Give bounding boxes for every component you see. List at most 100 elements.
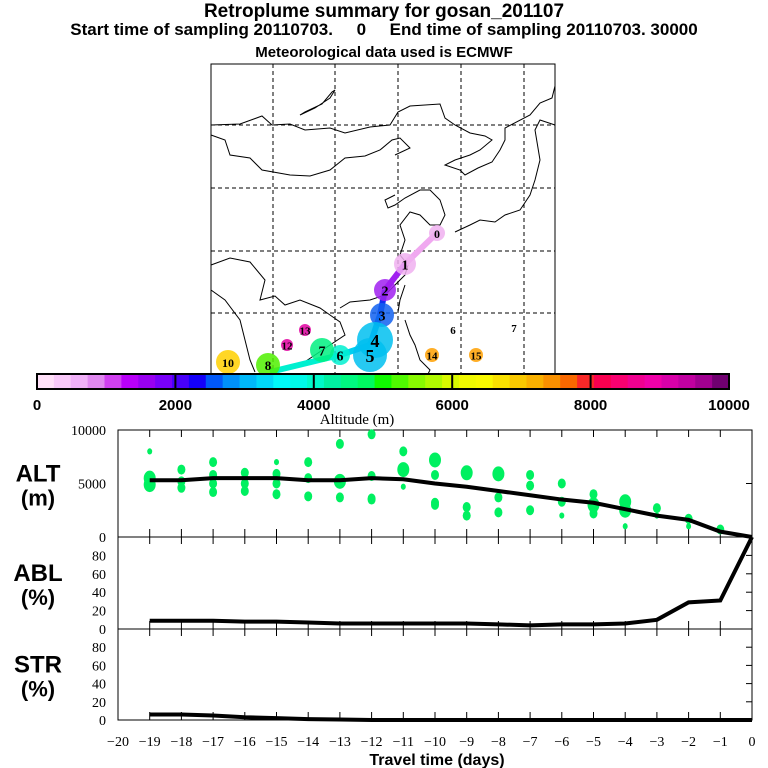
- x-tick-label: −6: [554, 735, 569, 750]
- plume-label-day-5: 5: [366, 346, 375, 366]
- colorbar-title: Altitude (m): [320, 412, 395, 428]
- cluster-point: [686, 523, 692, 530]
- colorbar-swatch: [205, 374, 224, 389]
- y-tick-label: 10000: [71, 424, 106, 439]
- y-tick-label: 20: [92, 696, 106, 711]
- plume-label-day-7: 7: [319, 345, 326, 360]
- border-mongolia-china: [210, 134, 411, 177]
- cluster-point: [431, 469, 439, 480]
- colorbar-swatch: [239, 374, 257, 389]
- plume-label-day-12: 12: [282, 340, 294, 352]
- colorbar-swatch: [661, 374, 679, 389]
- colorbar-swatch: [188, 374, 207, 389]
- cluster-point: [559, 512, 565, 519]
- plume-cluster-day-8: [256, 353, 280, 377]
- cluster-point: [589, 489, 598, 500]
- colorbar-tick-label: 10000: [708, 397, 750, 414]
- mean-altitude-line: [149, 476, 753, 539]
- cluster-point: [209, 478, 218, 489]
- cluster-point: [462, 510, 471, 521]
- cluster-point: [304, 457, 313, 468]
- time-series-panels: 0500010000ALT(m)020406080ABL(%)020406080…: [13, 424, 755, 768]
- y-tick-label: 80: [92, 641, 106, 656]
- y-tick-label: 40: [92, 678, 106, 693]
- colorbar-swatch: [408, 374, 426, 389]
- y-tick-label: 0: [99, 531, 106, 546]
- cluster-point: [335, 438, 344, 449]
- colorbar-swatch: [425, 374, 443, 389]
- y-axis-label: (m): [21, 486, 55, 511]
- colorbar-swatch: [37, 374, 55, 389]
- x-tick-label: −14: [297, 735, 319, 750]
- sampling-time-subtitle: Start time of sampling 20110703. 0 End t…: [70, 20, 698, 39]
- coast-burma: [210, 289, 256, 373]
- colorbar-swatch: [357, 374, 376, 389]
- coast-taiwan: [397, 284, 406, 313]
- cluster-point: [492, 466, 505, 482]
- plume-label-day-8: 8: [265, 358, 272, 373]
- x-tick-label: −10: [424, 735, 446, 750]
- cluster-point: [652, 503, 661, 514]
- plume-label-day-0: 0: [434, 227, 440, 241]
- y-tick-label: 60: [92, 659, 106, 674]
- coast-indochina: [210, 257, 346, 371]
- x-tick-label: −15: [266, 735, 288, 750]
- cluster-point: [557, 478, 566, 489]
- cluster-point: [400, 483, 406, 490]
- colorbar-swatch: [273, 374, 291, 389]
- colorbar-tick-label: 6000: [436, 397, 469, 414]
- cluster-point: [589, 508, 598, 519]
- cluster-point: [240, 485, 249, 496]
- colorbar-swatch: [138, 374, 156, 389]
- coast-japan: [454, 119, 556, 233]
- plume-cluster-day-5: [353, 338, 387, 372]
- y-axis-label: (%): [21, 677, 55, 702]
- map-graticule: [211, 64, 555, 374]
- border-north: [210, 85, 556, 176]
- plume-cluster-day-10: [216, 350, 240, 374]
- colorbar-swatch: [458, 374, 477, 389]
- y-axis-label: ABL: [13, 560, 62, 587]
- y-axis-label: STR: [14, 652, 62, 679]
- colorbar-swatch: [307, 374, 325, 389]
- x-tick-label: −7: [523, 735, 538, 750]
- cluster-point: [274, 458, 279, 466]
- y-tick-label: 5000: [78, 478, 106, 493]
- colorbar-swatch: [678, 374, 696, 389]
- colorbar-swatch: [374, 374, 392, 389]
- y-tick-label: 80: [92, 549, 106, 564]
- cluster-point: [526, 469, 535, 480]
- x-tick-label: −11: [393, 735, 414, 750]
- colorbar-swatch: [155, 374, 173, 389]
- plume-label-day-6: 6: [450, 325, 456, 337]
- cluster-point: [240, 478, 249, 489]
- cluster-point: [272, 489, 281, 500]
- colorbar-swatch: [509, 374, 527, 389]
- coast-philippines: [404, 319, 431, 375]
- y-axis-label: ALT: [16, 461, 61, 488]
- cluster-point: [177, 482, 186, 493]
- plume-cluster-day-0: [429, 225, 445, 241]
- lake-baikal: [299, 89, 336, 116]
- plume-label-day-7: 7: [511, 323, 517, 335]
- y-tick-label: 40: [92, 586, 106, 601]
- x-tick-label: −19: [139, 735, 161, 750]
- colorbar-swatch: [695, 374, 713, 389]
- cluster-point: [494, 507, 503, 518]
- y-tick-label: 0: [99, 714, 106, 729]
- cluster-point: [460, 465, 473, 481]
- colorbar-tick-label: 0: [33, 397, 41, 414]
- colorbar-swatch: [290, 374, 308, 389]
- cluster-point: [431, 499, 439, 510]
- x-tick-label: −20: [107, 735, 129, 750]
- colorbar-swatch: [475, 374, 494, 389]
- colorbar-swatch: [442, 374, 460, 389]
- x-tick-label: 0: [749, 735, 756, 750]
- colorbar-swatch: [627, 374, 646, 389]
- panel-abl: 0 20 40 60 80 ABL(%): [13, 536, 754, 638]
- cluster-point: [147, 448, 153, 455]
- x-tick-label: −8: [491, 735, 506, 750]
